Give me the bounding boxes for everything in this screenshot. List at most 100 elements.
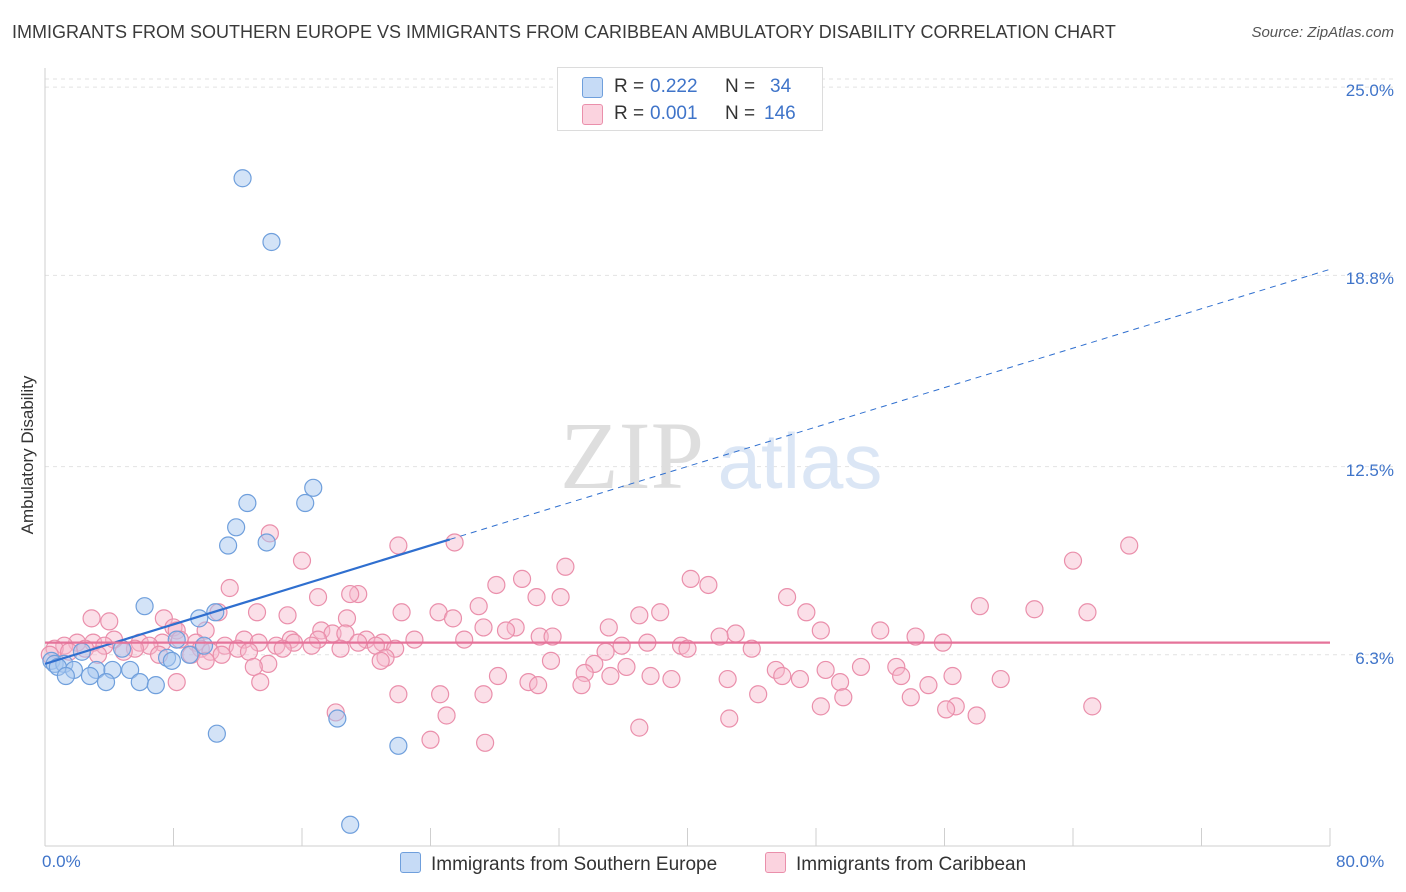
data-point-caribbean xyxy=(662,669,681,689)
data-point-caribbean xyxy=(572,676,591,695)
legend-r-label: R = xyxy=(614,76,645,97)
data-point-caribbean xyxy=(512,569,532,588)
legend-swatch-pink xyxy=(582,104,603,125)
data-point-caribbean xyxy=(906,627,925,646)
data-point-caribbean xyxy=(244,657,263,677)
data-point-southern-europe xyxy=(194,636,214,655)
data-point-caribbean xyxy=(273,639,292,658)
data-point-caribbean xyxy=(405,630,424,649)
data-point-caribbean xyxy=(699,575,718,595)
data-point-caribbean xyxy=(718,669,737,689)
data-point-caribbean xyxy=(1120,536,1139,555)
data-point-caribbean xyxy=(527,588,546,607)
data-point-caribbean xyxy=(437,706,456,725)
data-point-caribbean xyxy=(331,639,350,658)
data-point-southern-europe xyxy=(207,724,226,743)
data-point-southern-europe xyxy=(56,666,75,686)
data-point-caribbean xyxy=(239,642,259,661)
source-label: Source: ZipAtlas.com xyxy=(1251,24,1394,41)
data-point-caribbean xyxy=(196,651,215,670)
data-point-caribbean xyxy=(474,685,493,704)
data-point-caribbean xyxy=(389,685,408,704)
data-point-caribbean xyxy=(1063,551,1083,570)
watermark-atlas: atlas xyxy=(718,417,883,505)
bottom-legend-southern-europe: Immigrants from Southern Europe xyxy=(400,852,717,876)
watermark: ZIP atlas xyxy=(560,402,882,509)
data-point-caribbean xyxy=(678,639,697,658)
data-point-caribbean xyxy=(386,639,405,658)
data-point-caribbean xyxy=(726,624,745,643)
data-point-caribbean xyxy=(455,630,474,649)
data-point-southern-europe xyxy=(130,672,149,692)
bottom-legend-label: Immigrants from Caribbean xyxy=(796,854,1027,875)
data-point-caribbean xyxy=(212,645,231,664)
data-point-caribbean xyxy=(651,603,670,622)
data-point-caribbean xyxy=(630,606,649,625)
data-point-caribbean xyxy=(777,588,797,607)
data-point-southern-europe xyxy=(167,630,186,649)
data-point-southern-europe xyxy=(180,645,199,664)
data-point-caribbean xyxy=(474,618,493,637)
data-point-caribbean xyxy=(308,588,328,607)
axes xyxy=(44,68,1331,847)
data-point-southern-europe xyxy=(389,736,408,755)
data-point-southern-europe xyxy=(219,536,238,555)
watermark-zip: ZIP xyxy=(560,402,704,509)
y-tick-label: 6.3% xyxy=(1355,648,1394,668)
data-point-caribbean xyxy=(834,688,853,707)
grid-lines xyxy=(45,78,1394,656)
y-tick-label: 12.5% xyxy=(1345,460,1394,480)
data-point-caribbean xyxy=(251,672,270,692)
data-point-caribbean xyxy=(259,654,278,673)
data-point-caribbean xyxy=(892,666,911,686)
data-point-caribbean xyxy=(991,669,1010,689)
data-point-caribbean xyxy=(496,621,516,640)
legend-r-value: 0.001 xyxy=(650,103,698,124)
data-point-southern-europe xyxy=(227,518,246,537)
data-point-caribbean xyxy=(389,536,408,555)
data-point-caribbean xyxy=(469,597,488,616)
data-point-caribbean xyxy=(476,733,495,752)
data-point-caribbean xyxy=(681,569,700,588)
data-point-caribbean xyxy=(830,672,850,692)
data-point-caribbean xyxy=(541,651,561,670)
data-point-caribbean xyxy=(421,730,440,749)
data-point-southern-europe xyxy=(146,676,165,695)
data-point-caribbean xyxy=(773,666,792,686)
y-tick-label: 18.8% xyxy=(1345,269,1394,289)
data-point-caribbean xyxy=(617,657,636,677)
legend-swatch-blue xyxy=(582,77,603,98)
data-point-caribbean xyxy=(431,685,450,704)
data-point-caribbean xyxy=(943,666,962,686)
correlation-legend: R = 0.222 N = 34 R = 0.001 N = 146 xyxy=(557,67,823,131)
data-point-caribbean xyxy=(445,533,464,552)
data-point-caribbean xyxy=(742,639,761,658)
data-point-southern-europe xyxy=(257,533,276,552)
data-point-caribbean xyxy=(970,597,989,616)
legend-r-label: R = xyxy=(614,103,645,124)
data-point-caribbean xyxy=(487,575,506,595)
legend-n-value: 34 xyxy=(770,76,792,97)
x-tick-min: 0.0% xyxy=(42,852,81,871)
data-point-caribbean xyxy=(811,697,830,716)
data-point-southern-europe xyxy=(238,493,257,513)
y-axis-label: Ambulatory Disability xyxy=(18,375,37,535)
data-point-southern-europe xyxy=(80,666,100,686)
data-point-caribbean xyxy=(816,660,835,680)
legend-n-value: 146 xyxy=(764,103,796,124)
bottom-legend-caribbean: Immigrants from Caribbean xyxy=(765,852,1026,876)
data-point-southern-europe xyxy=(296,493,315,513)
data-point-caribbean xyxy=(612,636,631,655)
data-point-caribbean xyxy=(488,666,508,686)
data-point-caribbean xyxy=(937,700,956,719)
data-point-caribbean xyxy=(529,676,548,695)
data-point-caribbean xyxy=(302,636,321,655)
trend-lines xyxy=(44,268,1331,665)
data-point-caribbean xyxy=(337,609,357,628)
data-point-southern-europe xyxy=(304,478,323,497)
chart-title: IMMIGRANTS FROM SOUTHERN EUROPE VS IMMIG… xyxy=(12,22,1116,42)
data-point-caribbean xyxy=(871,621,890,640)
data-point-caribbean xyxy=(228,639,247,658)
data-point-caribbean xyxy=(292,551,312,570)
